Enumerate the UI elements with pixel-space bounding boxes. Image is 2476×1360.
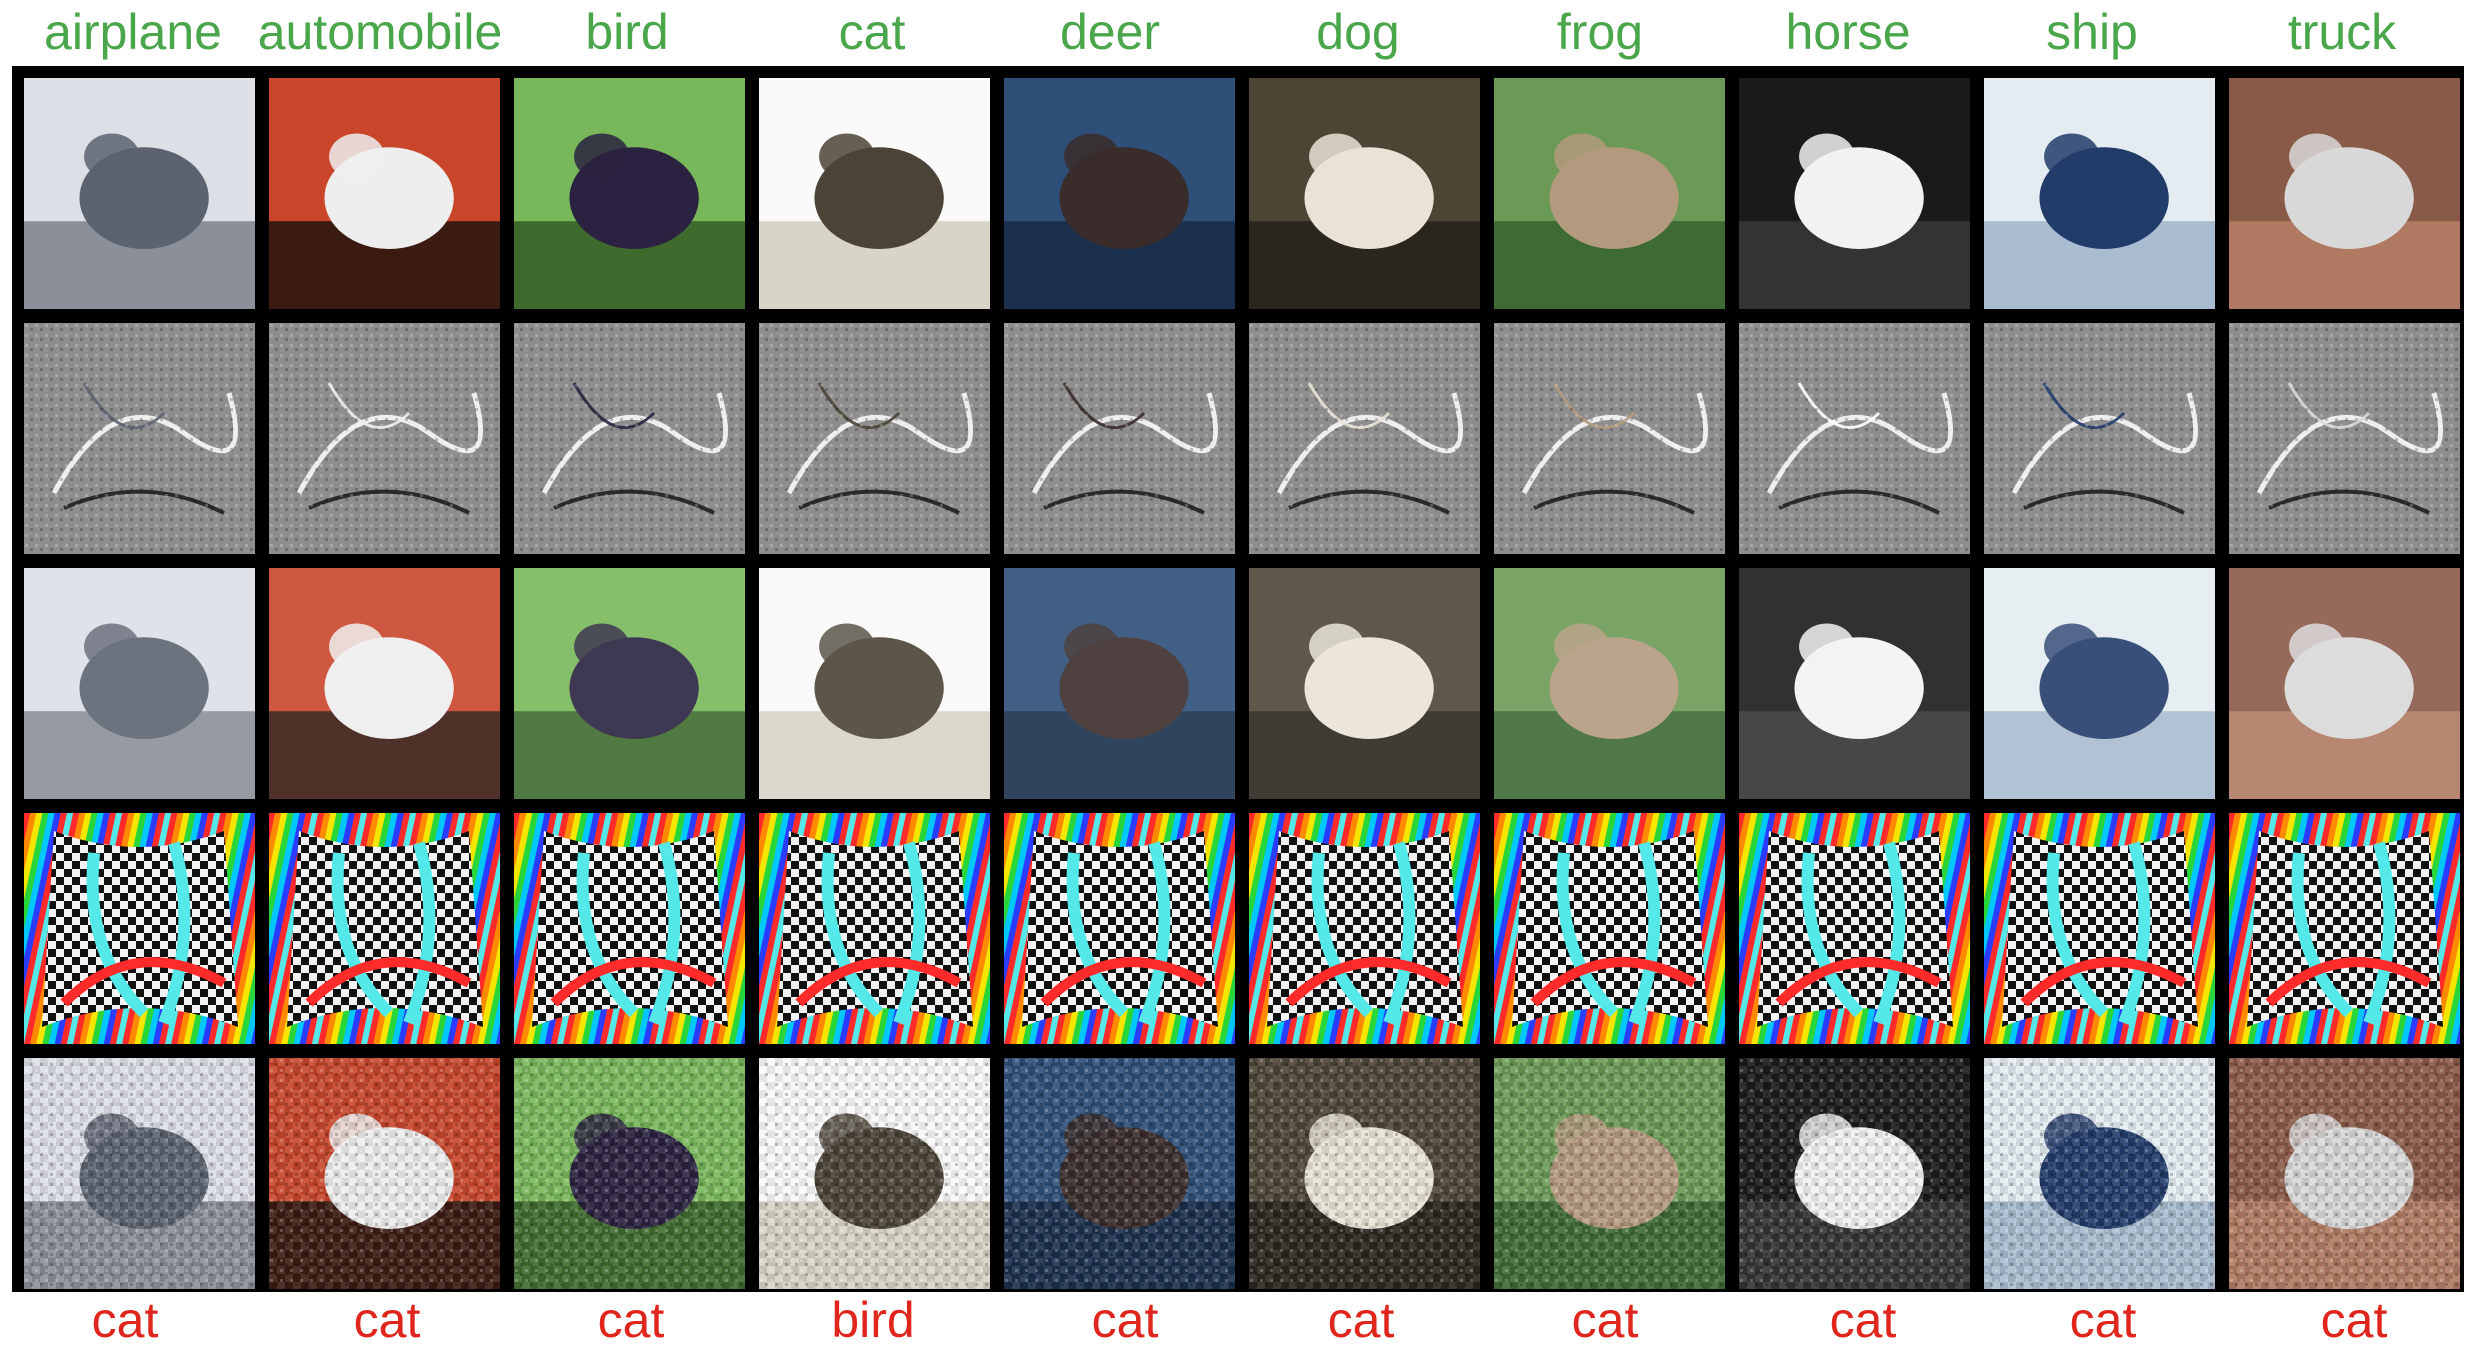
tile-r3-c4 — [759, 568, 990, 799]
tile-r3-c5 — [1004, 568, 1235, 799]
prediction-label-bird: cat — [597, 1292, 665, 1348]
class-label-truck: truck — [2287, 4, 2397, 60]
tile-r5-c3 — [514, 1058, 745, 1289]
tile-r3-c10 — [2229, 568, 2460, 799]
tile-r2-c1 — [24, 323, 255, 554]
prediction-label-horse: cat — [1829, 1292, 1897, 1348]
tile-r5-c10 — [2229, 1058, 2460, 1289]
tile-r1-c2 — [269, 78, 500, 309]
tile-r3-c1 — [24, 568, 255, 799]
tile-r1-c5 — [1004, 78, 1235, 309]
prediction-label-dog: cat — [1327, 1292, 1395, 1348]
tile-r5-c5 — [1004, 1058, 1235, 1289]
tile-r2-c4 — [759, 323, 990, 554]
tile-r4-c4 — [759, 813, 990, 1044]
prediction-label-truck: cat — [2320, 1292, 2388, 1348]
tile-r2-c6 — [1249, 323, 1480, 554]
prediction-label-automobile: cat — [353, 1292, 421, 1348]
class-label-deer: deer — [1059, 4, 1161, 60]
tile-r4-c2 — [269, 813, 500, 1044]
tile-r2-c9 — [1984, 323, 2215, 554]
tile-r1-c8 — [1739, 78, 1970, 309]
class-label-bird: bird — [585, 4, 669, 60]
tile-r5-c2 — [269, 1058, 500, 1289]
tile-r5-c1 — [24, 1058, 255, 1289]
tile-r3-c6 — [1249, 568, 1480, 799]
tile-r4-c10 — [2229, 813, 2460, 1044]
tile-r3-c9 — [1984, 568, 2215, 799]
class-label-airplane: airplane — [44, 4, 222, 60]
tile-r4-c9 — [1984, 813, 2215, 1044]
tile-r3-c3 — [514, 568, 745, 799]
class-label-horse: horse — [1785, 4, 1911, 60]
tile-r1-c6 — [1249, 78, 1480, 309]
tile-r1-c7 — [1494, 78, 1725, 309]
prediction-label-ship: cat — [2069, 1292, 2137, 1348]
image-grid — [12, 66, 2464, 1292]
class-label-ship: ship — [2046, 4, 2138, 60]
tile-r2-c3 — [514, 323, 745, 554]
tile-r3-c2 — [269, 568, 500, 799]
tile-r4-c1 — [24, 813, 255, 1044]
class-label-cat: cat — [838, 4, 906, 60]
tile-r5-c6 — [1249, 1058, 1480, 1289]
tile-r2-c2 — [269, 323, 500, 554]
tile-r4-c3 — [514, 813, 745, 1044]
class-label-frog: frog — [1556, 4, 1644, 60]
tile-r3-c7 — [1494, 568, 1725, 799]
tile-r5-c9 — [1984, 1058, 2215, 1289]
prediction-label-deer: cat — [1091, 1292, 1159, 1348]
tile-r1-c9 — [1984, 78, 2215, 309]
prediction-label-airplane: cat — [91, 1292, 159, 1348]
prediction-label-cat: bird — [831, 1292, 915, 1348]
tile-r2-c8 — [1739, 323, 1970, 554]
tile-r5-c8 — [1739, 1058, 1970, 1289]
tile-r4-c8 — [1739, 813, 1970, 1044]
tile-r1-c10 — [2229, 78, 2460, 309]
tile-r5-c7 — [1494, 1058, 1725, 1289]
tile-r1-c3 — [514, 78, 745, 309]
tile-r3-c8 — [1739, 568, 1970, 799]
class-label-dog: dog — [1316, 4, 1400, 60]
prediction-label-frog: cat — [1571, 1292, 1639, 1348]
tile-r2-c10 — [2229, 323, 2460, 554]
tile-r4-c6 — [1249, 813, 1480, 1044]
tile-r2-c5 — [1004, 323, 1235, 554]
tile-r4-c5 — [1004, 813, 1235, 1044]
tile-r1-c4 — [759, 78, 990, 309]
class-label-automobile: automobile — [257, 4, 503, 60]
tile-r1-c1 — [24, 78, 255, 309]
tile-r4-c7 — [1494, 813, 1725, 1044]
tile-r2-c7 — [1494, 323, 1725, 554]
tile-r5-c4 — [759, 1058, 990, 1289]
